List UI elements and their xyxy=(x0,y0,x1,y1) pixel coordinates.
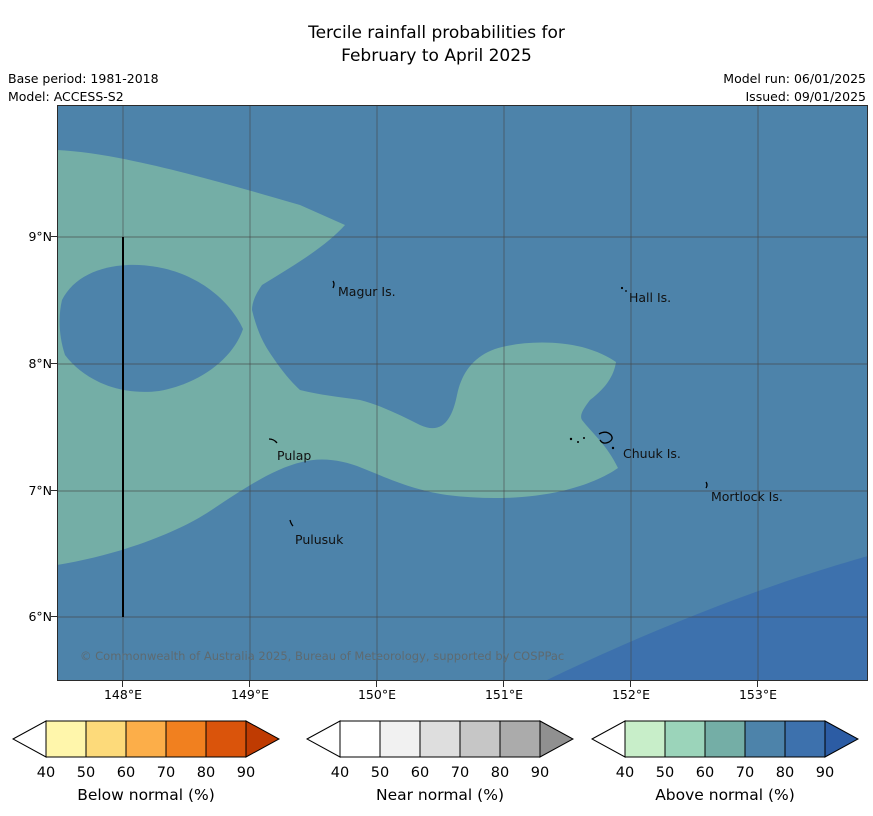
pulap-island-marker xyxy=(268,438,278,444)
region-above-80-90 xyxy=(545,556,868,681)
colorbar-box xyxy=(379,720,421,758)
colorbar-tick: 60 xyxy=(117,765,135,781)
pulusuk-island-marker xyxy=(289,519,294,527)
colorbar-tick: 70 xyxy=(736,765,754,781)
colorbar-box xyxy=(664,720,706,758)
hall-island-marker xyxy=(620,286,624,290)
colorbar-below-normal: 40 50 60 70 80 90 Below normal (%) xyxy=(11,720,281,810)
x-axis-tick-152e: 152°E xyxy=(611,687,650,702)
axis-tick xyxy=(376,681,377,687)
colorbar-tick: 50 xyxy=(371,765,389,781)
colorbar-tick: 90 xyxy=(237,765,255,781)
colorbar-tick: 60 xyxy=(696,765,714,781)
colorbar-tick: 80 xyxy=(491,765,509,781)
colorbar-tick: 60 xyxy=(411,765,429,781)
x-axis-tick-150e: 150°E xyxy=(357,687,396,702)
colorbar-box xyxy=(459,720,501,758)
colorbar-tick: 70 xyxy=(451,765,469,781)
colorbar-tick: 40 xyxy=(616,765,634,781)
axis-tick xyxy=(51,616,57,617)
colorbar-arrow-right xyxy=(245,720,281,758)
x-axis-tick-149e: 149°E xyxy=(230,687,269,702)
colorbar-tick: 40 xyxy=(331,765,349,781)
x-axis-tick-148e: 148°E xyxy=(103,687,142,702)
mortlock-island-marker xyxy=(705,481,708,489)
colorbar-caption-near-normal: Near normal (%) xyxy=(376,786,504,804)
axis-tick xyxy=(122,681,123,687)
axis-tick xyxy=(51,363,57,364)
graticule xyxy=(57,105,868,681)
colorbar-box xyxy=(85,720,127,758)
region-above-70-80-west-blob xyxy=(59,264,243,392)
chuuk-atoll-markers xyxy=(569,431,615,450)
chuuk-island-label: Chuuk Is. xyxy=(623,446,681,461)
colorbar-tick: 80 xyxy=(776,765,794,781)
x-axis-tick-153e: 153°E xyxy=(738,687,777,702)
colorbar-tick: 90 xyxy=(816,765,834,781)
map-frame xyxy=(57,105,868,681)
colorbar-arrow-left xyxy=(305,720,341,758)
issued-label: Issued: 09/01/2025 xyxy=(745,89,867,104)
colorbar-box xyxy=(205,720,247,758)
x-axis-tick-151e: 151°E xyxy=(484,687,523,702)
axis-tick xyxy=(51,236,57,237)
copyright-notice: © Commonwealth of Australia 2025, Bureau… xyxy=(80,649,565,663)
model-run-label: Model run: 06/01/2025 xyxy=(723,71,866,86)
meta-right: Model run: 06/01/2025 Issued: 09/01/2025 xyxy=(723,70,866,106)
hall-island-marker-2 xyxy=(625,290,627,292)
region-above-60-70 xyxy=(57,150,618,565)
axis-tick xyxy=(51,490,57,491)
colorbar-box xyxy=(499,720,541,758)
page-title: Tercile rainfall probabilities for Febru… xyxy=(0,22,873,68)
magur-island-marker xyxy=(332,280,335,289)
map-area: Magur Is. Hall Is. Pulap Chuuk Is. Mortl… xyxy=(57,105,868,681)
title-line-2: February to April 2025 xyxy=(341,46,532,66)
colorbar-box xyxy=(45,720,87,758)
colorbar-box xyxy=(704,720,746,758)
axis-tick xyxy=(503,681,504,687)
colorbar-tick: 40 xyxy=(37,765,55,781)
mortlock-island-label: Mortlock Is. xyxy=(711,489,783,504)
model-label: Model: ACCESS-S2 xyxy=(8,89,124,104)
colorbar-tick: 50 xyxy=(656,765,674,781)
colorbar-tick: 50 xyxy=(77,765,95,781)
axis-tick xyxy=(757,681,758,687)
colorbar-caption-below-normal: Below normal (%) xyxy=(77,786,215,804)
y-axis-tick-6n: 6°N xyxy=(28,609,52,624)
colorbar-box xyxy=(419,720,461,758)
axis-tick xyxy=(630,681,631,687)
colorbar-box xyxy=(784,720,826,758)
meta-left: Base period: 1981-2018 Model: ACCESS-S2 xyxy=(8,70,159,106)
y-axis-tick-7n: 7°N xyxy=(28,483,52,498)
title-line-1: Tercile rainfall probabilities for xyxy=(308,23,565,43)
colorbar-box xyxy=(339,720,381,758)
colorbar-arrow-right xyxy=(824,720,860,758)
y-axis-tick-8n: 8°N xyxy=(28,356,52,371)
colorbar-box xyxy=(624,720,666,758)
colorbar-box xyxy=(165,720,207,758)
colorbar-box xyxy=(125,720,167,758)
pulusuk-island-label: Pulusuk xyxy=(295,532,344,547)
colorbar-tick: 80 xyxy=(197,765,215,781)
colorbar-tick: 90 xyxy=(531,765,549,781)
colorbar-arrow-left xyxy=(11,720,47,758)
axis-tick xyxy=(249,681,250,687)
y-axis-tick-9n: 9°N xyxy=(28,229,52,244)
rainfall-probability-map: Magur Is. Hall Is. Pulap Chuuk Is. Mortl… xyxy=(57,105,868,681)
magur-island-label: Magur Is. xyxy=(338,284,396,299)
pulap-island-label: Pulap xyxy=(277,448,311,463)
colorbar-box xyxy=(744,720,786,758)
colorbar-caption-above-normal: Above normal (%) xyxy=(655,786,795,804)
base-period-label: Base period: 1981-2018 xyxy=(8,71,159,86)
colorbar-above-normal: 40 50 60 70 80 90 Above normal (%) xyxy=(590,720,860,810)
colorbar-arrow-left xyxy=(590,720,626,758)
colorbar-near-normal: 40 50 60 70 80 90 Near normal (%) xyxy=(305,720,575,810)
colorbar-tick: 70 xyxy=(157,765,175,781)
colorbar-arrow-right xyxy=(539,720,575,758)
hall-island-label: Hall Is. xyxy=(629,290,671,305)
